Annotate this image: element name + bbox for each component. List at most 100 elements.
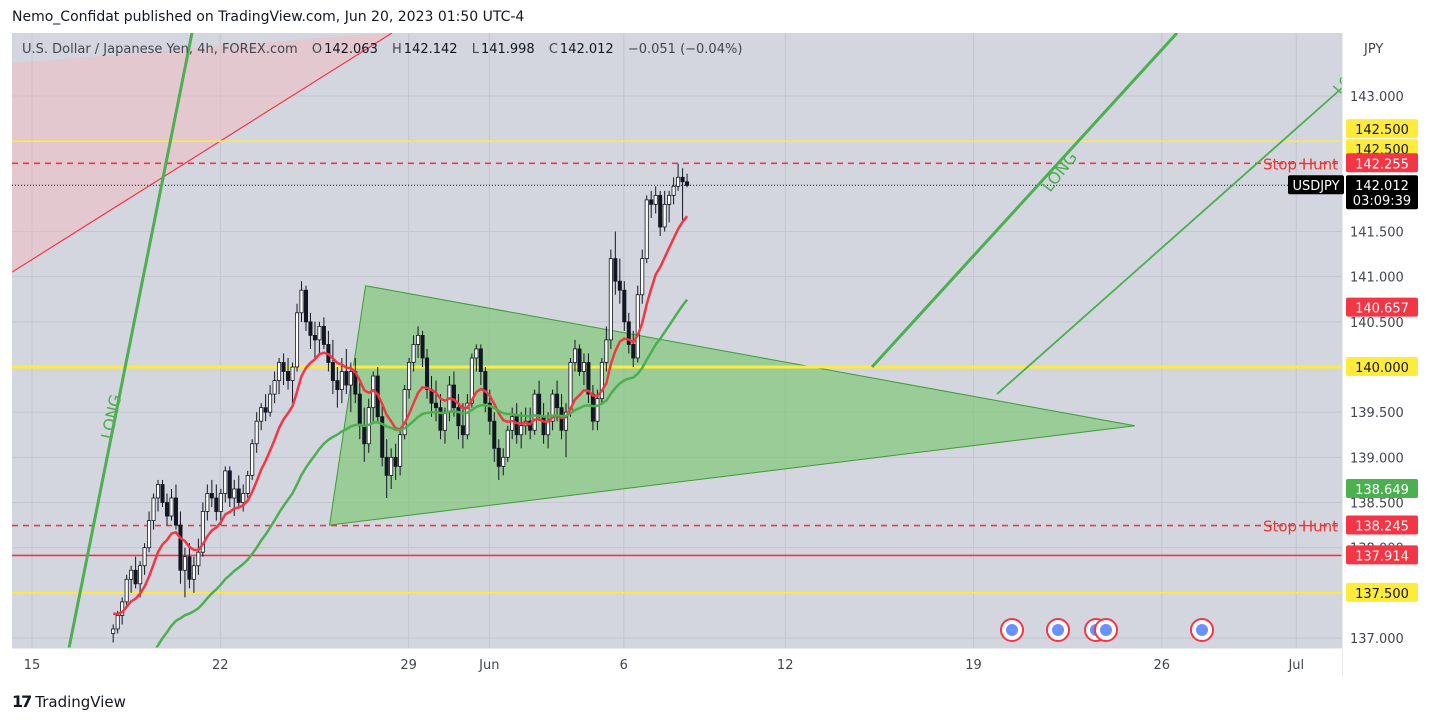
plot-shade (12, 33, 1342, 648)
close-label: C (548, 42, 558, 57)
price-tag-label: 140.657 (1355, 302, 1409, 317)
candle (617, 280, 622, 291)
candle (232, 488, 237, 499)
candle (640, 258, 645, 296)
candle (590, 393, 595, 422)
candle (644, 199, 649, 259)
candle (178, 524, 183, 571)
price-tick: 139.000 (1350, 451, 1404, 466)
candle (348, 371, 353, 386)
candle (299, 289, 304, 314)
candle (321, 325, 326, 345)
price-tag (1346, 119, 1418, 139)
candle (555, 393, 560, 409)
price-tick: 143.000 (1350, 90, 1404, 105)
candle (384, 456, 389, 476)
candle (259, 407, 264, 422)
date-tick: 29 (400, 658, 417, 673)
candle (164, 502, 170, 517)
candle (281, 362, 286, 372)
candle (416, 334, 421, 345)
candle (604, 339, 609, 363)
date-tick: 12 (777, 658, 794, 673)
candle (595, 398, 600, 422)
ohlc-legend: U.S. Dollar / Japanese Yen, 4h, FOREX.co… (22, 42, 742, 57)
tradingview-logo[interactable]: 17 TradingView (12, 692, 126, 711)
us-event-flag-icon (1196, 624, 1208, 636)
time-axis (12, 648, 1342, 676)
candle (425, 357, 430, 390)
close-value: 142.012 (559, 42, 614, 57)
candle (241, 493, 246, 503)
candle (330, 362, 335, 381)
candle (362, 425, 367, 445)
candle (169, 497, 174, 517)
candle (182, 556, 187, 571)
candle (626, 321, 631, 345)
high-label: H (392, 42, 402, 57)
candle (357, 393, 362, 427)
price-tick: 138.500 (1350, 497, 1404, 512)
price-tick: 140.500 (1350, 316, 1404, 331)
candle (442, 411, 447, 431)
candle (290, 366, 295, 381)
candle (218, 493, 223, 512)
candle (339, 371, 344, 390)
candle (469, 357, 474, 404)
long-trendline-1 (67, 33, 194, 649)
candle (478, 348, 483, 372)
candle (250, 443, 255, 476)
tradingview-logo-icon: 17 (12, 692, 32, 711)
candle (402, 389, 407, 436)
candle (496, 447, 501, 467)
candle (205, 493, 210, 512)
candle (613, 258, 618, 282)
candle (209, 493, 214, 499)
red-trendline (12, 33, 393, 273)
candle (138, 565, 143, 585)
candle (286, 371, 291, 381)
candle (277, 362, 282, 381)
date-tick: 26 (1154, 658, 1171, 673)
symbol-title[interactable]: U.S. Dollar / Japanese Yen, 4h, FOREX.co… (22, 42, 298, 57)
price-tag (1346, 582, 1418, 602)
candle (581, 362, 586, 372)
candle (514, 416, 519, 436)
candle (115, 615, 120, 630)
candle (214, 497, 219, 512)
candle (223, 470, 228, 494)
price-tick: 141.000 (1350, 271, 1404, 286)
candle (653, 194, 658, 205)
candle (451, 384, 456, 409)
candle (393, 456, 398, 467)
candle (685, 181, 690, 186)
candle (200, 511, 205, 553)
candle (474, 348, 479, 359)
long-trendline-3 (996, 87, 1343, 395)
open-value: 142.063 (324, 42, 378, 57)
date-tick: Jun (478, 658, 499, 673)
price-tag-label: 142.255 (1355, 157, 1409, 172)
candle (236, 488, 241, 503)
candle (537, 393, 542, 418)
candle (151, 497, 156, 521)
candle (272, 380, 277, 395)
candle (268, 393, 273, 413)
candle (142, 547, 147, 567)
candle (147, 520, 152, 549)
stop-hunt-label: Stop Hunt (1263, 155, 1338, 173)
long-trendline-2 (870, 33, 1179, 369)
candle (317, 325, 322, 341)
candle (635, 294, 640, 359)
date-tick: 15 (24, 658, 41, 673)
candle (510, 416, 515, 431)
price-tag-label: 137.914 (1355, 549, 1409, 564)
low-value: 141.998 (480, 42, 535, 57)
candle (460, 425, 465, 436)
low-label: L (471, 42, 479, 57)
candle (564, 411, 569, 431)
candle (577, 348, 582, 372)
candle (420, 334, 425, 359)
